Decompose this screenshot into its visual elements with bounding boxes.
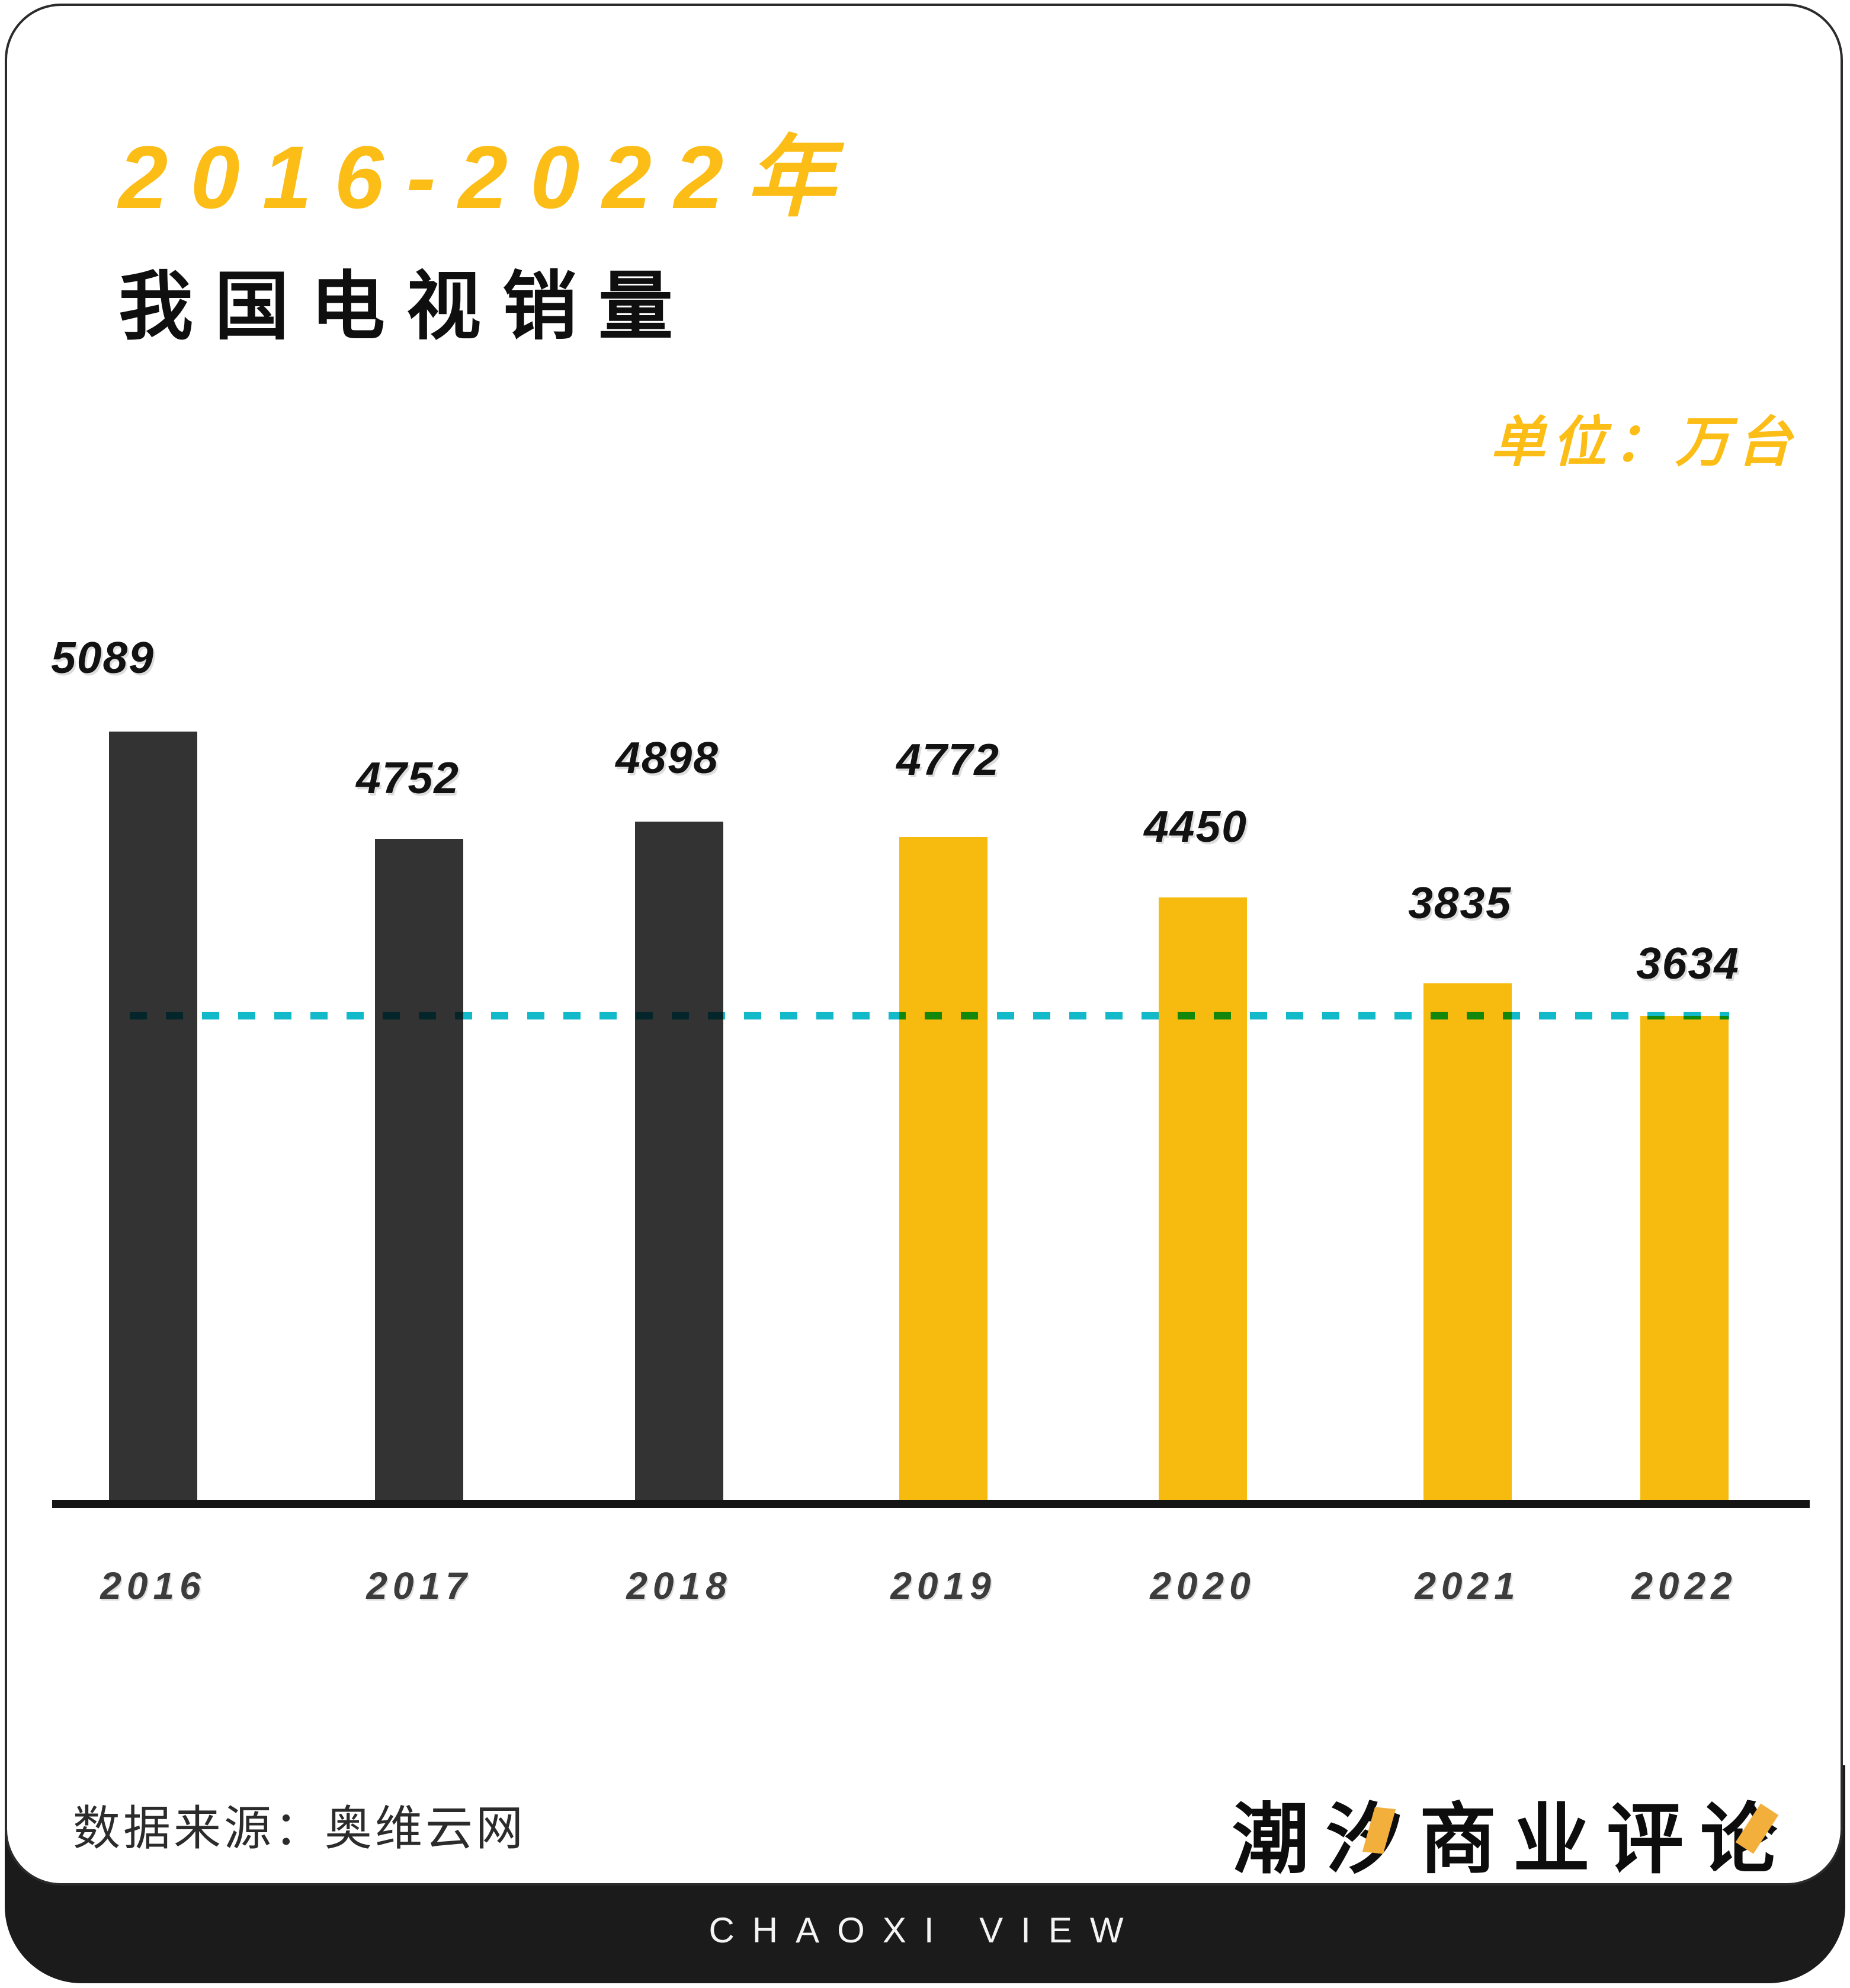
value-label-2018: 4898 (615, 733, 719, 783)
year-label-2016: 2016 (100, 1564, 206, 1607)
year-label-2021: 2021 (1415, 1564, 1521, 1607)
page-title: 我国电视销量 (118, 265, 694, 348)
bar-2016 (109, 732, 197, 1500)
bar-2021 (1423, 983, 1512, 1500)
x-axis-line (52, 1500, 1810, 1508)
year-label-2019: 2019 (890, 1564, 996, 1607)
bar-2022 (1640, 1016, 1729, 1500)
bar-2017 (375, 839, 463, 1500)
value-label-2019: 4772 (896, 735, 1000, 784)
value-label-2022: 3634 (1636, 938, 1740, 988)
value-label-2017: 4752 (356, 753, 460, 803)
year-label-2020: 2020 (1150, 1564, 1256, 1607)
unit-label: 单位：万台 (1490, 412, 1798, 473)
brand-logo: 潮汐商业评论 (1232, 1796, 1794, 1883)
data-source-text: 数据来源：奥维云网 (73, 1802, 526, 1855)
bar-2018 (635, 822, 723, 1500)
value-label-2020: 4450 (1144, 801, 1248, 851)
footer-brand-text: CHAOXI VIEW (708, 1910, 1142, 1950)
title-year-range: 2016-2022年 (118, 127, 858, 227)
year-label-2017: 2017 (366, 1564, 472, 1607)
bar-2019 (899, 837, 987, 1500)
value-label-2021: 3835 (1408, 878, 1512, 928)
bar-2020 (1159, 897, 1247, 1500)
year-label-2022: 2022 (1631, 1564, 1737, 1607)
year-label-2018: 2018 (626, 1564, 732, 1607)
reference-dashed-line (130, 1012, 1729, 1019)
value-label-2016: 5089 (51, 633, 155, 682)
